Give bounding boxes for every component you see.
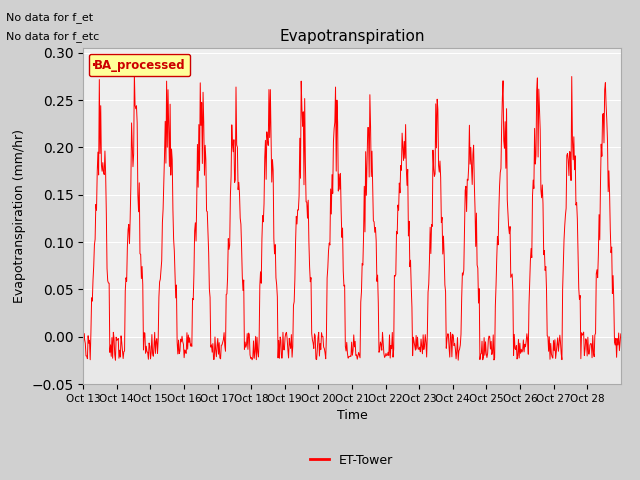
Text: No data for f_et: No data for f_et xyxy=(6,12,93,23)
Legend: ET-Tower: ET-Tower xyxy=(305,449,399,472)
Y-axis label: Evapotranspiration (mm/hr): Evapotranspiration (mm/hr) xyxy=(13,129,26,303)
Title: Evapotranspiration: Evapotranspiration xyxy=(279,29,425,44)
X-axis label: Time: Time xyxy=(337,409,367,422)
Text: No data for f_etc: No data for f_etc xyxy=(6,31,100,42)
Bar xyxy=(83,48,621,336)
